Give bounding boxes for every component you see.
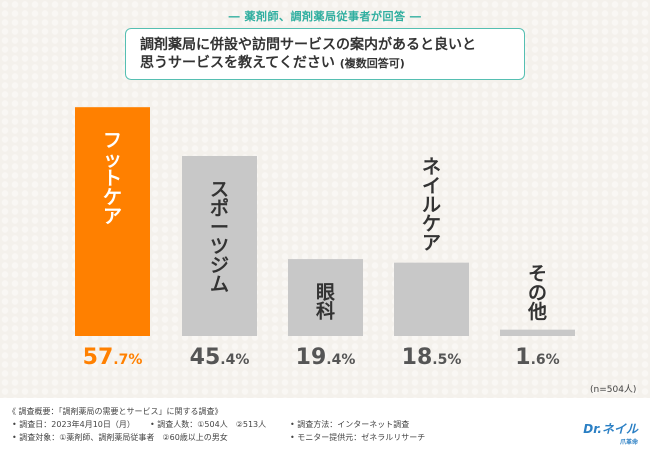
bar-4 [500, 329, 575, 336]
category-label-2: 眼科 [316, 282, 335, 323]
logo-main: Dr.ネイル [583, 422, 638, 436]
value-label-1: 45.4% [190, 345, 250, 370]
question-box: 調剤薬局に併設や訪問サービスの案内があると良いと 思うサービスを教えてください … [125, 28, 525, 80]
respondent-header: ― 薬剤師、調剤薬局従事者が回答 ― [228, 10, 422, 23]
sample-size-note: (n=504人) [590, 385, 637, 395]
value-label-0: 57.7% [83, 345, 143, 370]
category-label-3: ネイルケア [422, 156, 441, 254]
survey-target: • 調査対象：①薬剤師、調剤薬局従事者 ②60歳以上の男女 [12, 433, 228, 442]
dr-nail-logo: Dr.ネイル 爪革命 [583, 420, 638, 446]
bar-0 [75, 107, 150, 336]
category-label-0: フットケア [103, 130, 122, 228]
bar-1 [182, 155, 257, 336]
logo-sub: 爪革命 [619, 439, 638, 446]
question-line-1: 調剤薬局に併設や訪問サービスの案内があると良いと [140, 37, 476, 53]
value-label-3: 18.5% [402, 345, 462, 370]
category-label-4: その他 [527, 263, 547, 323]
bar-3 [394, 262, 469, 336]
bar-2 [288, 259, 363, 336]
survey-overview-title: 《 調査概要：「調剤薬局の需要とサービス」に関する調査》 [8, 407, 223, 416]
bar-chart: フットケア 57.7% スポーツジム 45.4% 眼科 19.4% ネイルケア 18.5% その… [75, 107, 575, 370]
survey-date: • 調査日：2023年4月10日（月） [12, 420, 135, 429]
monitor-provider: • モニター提供元：ゼネラルリサーチ [290, 433, 426, 442]
survey-footer: 《 調査概要：「調剤薬局の需要とサービス」に関する調査》 • 調査日：2023年… [0, 398, 650, 450]
question-line-2-main: 思うサービスを教えてください [140, 55, 335, 71]
survey-count: • 調査人数：①504人 ②513人 [150, 420, 267, 429]
value-label-4: 1.6% [515, 345, 559, 370]
question-line-2-sub: (複数回答可) [339, 57, 405, 70]
category-label-1: スポーツジム [210, 178, 229, 295]
question-line-2: 思うサービスを教えてください (複数回答可) [140, 54, 510, 73]
value-label-2: 19.4% [296, 345, 356, 370]
survey-method: • 調査方法：インターネット調査 [290, 420, 410, 429]
